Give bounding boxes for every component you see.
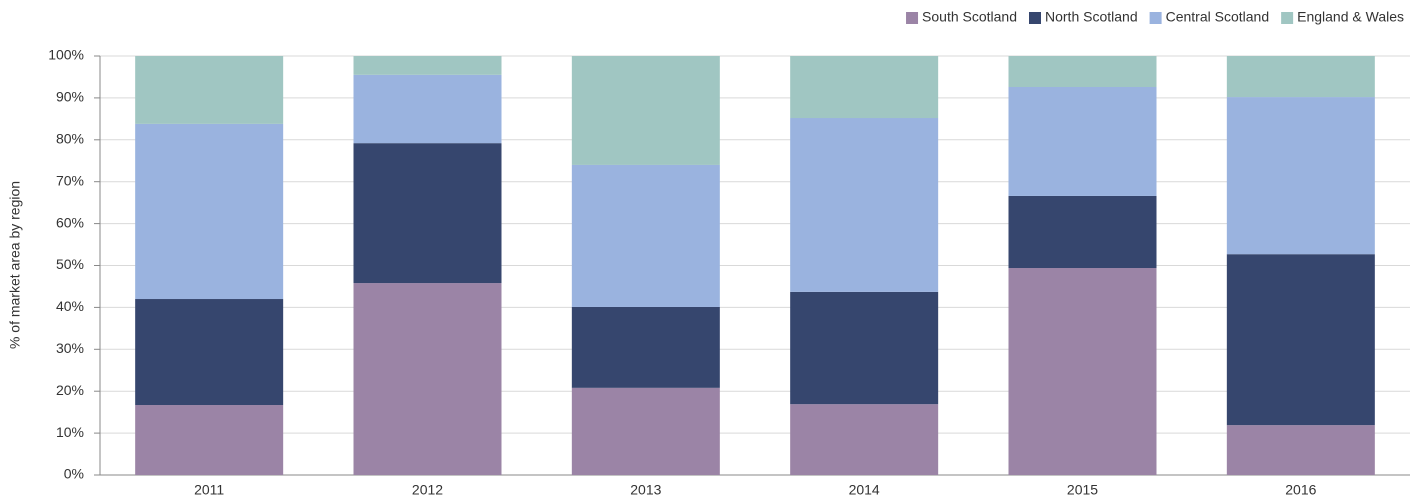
bar-segment [353,283,502,475]
y-tick-label: 60% [56,214,84,230]
bar-segment [135,123,284,300]
bar-segment [1226,56,1375,98]
bar-segment [1226,97,1375,255]
bar-segment [790,56,939,119]
bar-segment [790,291,939,405]
bar-segment [353,56,502,75]
bar-segment [135,405,284,475]
bar-segment [571,306,720,388]
bar-segment [135,299,284,406]
y-axis-label: % of market area by region [7,181,23,349]
y-tick-label: 10% [56,424,84,440]
bar-segment [135,56,284,124]
y-tick-label: 40% [56,298,84,314]
legend-swatch [1281,12,1294,24]
legend-label: England & Wales [1297,9,1404,25]
bar-segment [571,387,720,475]
bar-segment [1008,195,1157,269]
legend-swatch [906,12,919,24]
legend-label: Central Scotland [1166,9,1270,25]
y-tick-label: 20% [56,382,84,398]
bar-segment [1226,425,1375,475]
y-tick-label: 0% [64,466,84,482]
y-tick-label: 50% [56,256,84,272]
x-tick-label: 2013 [630,482,661,498]
legend-label: South Scotland [922,9,1017,25]
bar-segment [571,56,720,165]
bar-segment [790,404,939,475]
x-tick-label: 2012 [412,482,443,498]
bar-segment [1008,87,1157,196]
y-tick-label: 30% [56,340,84,356]
y-tick-label: 100% [48,47,84,63]
x-tick-label: 2016 [1285,482,1316,498]
bar-segment [353,143,502,284]
bar-segment [1226,254,1375,426]
bar-segment [353,74,502,144]
y-tick-label: 80% [56,131,84,147]
legend-label: North Scotland [1045,9,1138,25]
x-tick-label: 2011 [194,482,224,498]
y-tick-label: 90% [56,89,84,105]
bar-segment [571,164,720,307]
bar-segment [1008,268,1157,475]
y-tick-label: 70% [56,172,84,188]
legend-swatch [1149,12,1162,24]
legend-swatch [1029,12,1041,24]
x-tick-label: 2015 [1067,482,1098,498]
bar-segment [1008,56,1157,88]
x-tick-label: 2014 [849,482,880,498]
bar-segment [790,118,939,292]
